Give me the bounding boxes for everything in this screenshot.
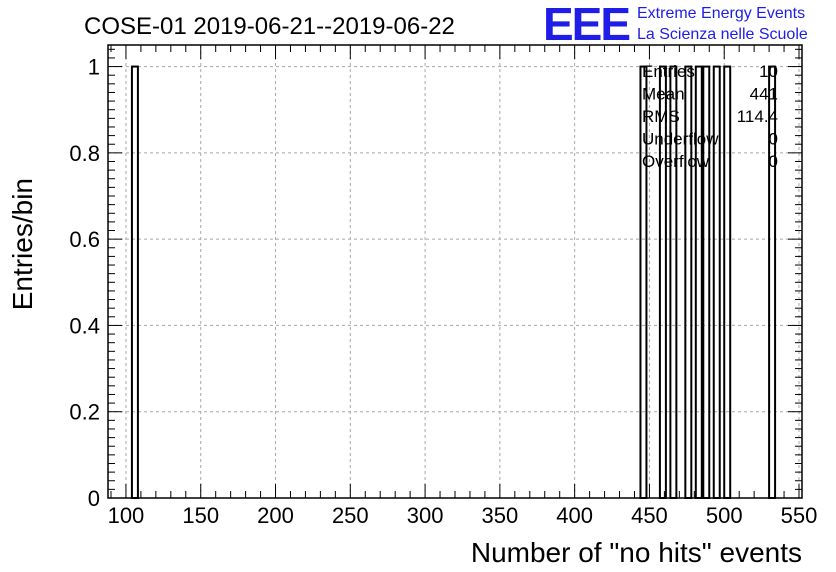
- y-axis-label: Entries/bin: [7, 178, 38, 310]
- stats-label-2: RMS: [642, 107, 680, 126]
- stats-value-4: 0: [769, 152, 778, 171]
- grid: [108, 45, 802, 499]
- logo-mark: EEE: [543, 0, 629, 50]
- logo-line-2: La Scienza nelle Scuole: [637, 26, 808, 43]
- y-tick-label-3: 0.6: [69, 227, 100, 252]
- x-tick-label-7: 450: [631, 503, 668, 528]
- stats-label-4: Overflow: [642, 152, 710, 171]
- stats-label-3: Underflow: [642, 130, 719, 149]
- chart-title: COSE-01 2019-06-21--2019-06-22: [84, 13, 455, 40]
- stats-value-1: 441: [750, 85, 778, 104]
- y-tick-label-5: 1: [88, 55, 100, 80]
- stats-value-3: 0: [769, 130, 778, 149]
- x-tick-label-3: 250: [332, 503, 369, 528]
- x-tick-labels: 100 150 200 250 300 350 400 450 500 550: [108, 503, 818, 528]
- stats-value-2: 114.4: [737, 107, 778, 126]
- stats-label-1: Mean: [642, 85, 685, 104]
- logo-line-1: Extreme Energy Events: [637, 5, 805, 22]
- y-tick-label-0: 0: [88, 486, 100, 511]
- stats-label-0: Entries: [642, 62, 695, 81]
- axis-ticks: [108, 45, 802, 499]
- x-tick-label-9: 550: [781, 503, 818, 528]
- y-tick-label-2: 0.4: [69, 313, 100, 338]
- x-tick-label-2: 200: [257, 503, 294, 528]
- stats-box: Entries 10 Mean 441 RMS 114.4 Underflow 0 Overfl…: [642, 62, 778, 171]
- y-tick-labels: 0 0.2 0.4 0.6 0.8 1: [69, 55, 100, 511]
- x-tick-label-0: 100: [108, 503, 145, 528]
- x-tick-label-1: 150: [182, 503, 219, 528]
- x-tick-label-5: 350: [482, 503, 519, 528]
- stats-value-0: 10: [759, 62, 778, 81]
- histogram-bar-0: [130, 65, 139, 499]
- histogram-bar-8: [723, 65, 732, 499]
- x-tick-label-8: 500: [706, 503, 743, 528]
- x-tick-label-4: 300: [407, 503, 444, 528]
- y-tick-label-1: 0.2: [69, 400, 100, 425]
- plot-frame: [107, 44, 803, 499]
- y-tick-label-4: 0.8: [69, 141, 100, 166]
- x-axis-label: Number of "no hits" events: [471, 537, 802, 568]
- x-tick-label-6: 400: [556, 503, 593, 528]
- logo: EEE Extreme Energy Events La Scienza nel…: [543, 0, 808, 50]
